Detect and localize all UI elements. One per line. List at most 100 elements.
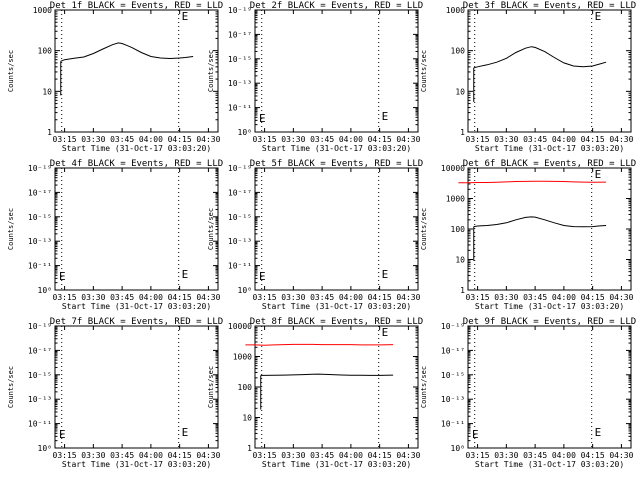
x-tick-label: 03:15	[53, 135, 77, 144]
x-tick-label: 03:30	[281, 293, 305, 302]
x-tick-label: 03:45	[310, 451, 334, 460]
x-tick-label: 03:45	[523, 293, 547, 302]
y-tick-label: 1000	[446, 6, 465, 15]
plot-frame	[54, 325, 219, 449]
x-tick-label: 03:45	[110, 293, 134, 302]
panel-title: Det 1f BLACK = Events, RED = LLD	[50, 1, 223, 11]
y-axis-label: Counts/sec	[207, 50, 215, 92]
marker-e-end: E	[595, 10, 602, 23]
x-axis-label: Start Time (31-Oct-17 03:03:20)	[262, 144, 411, 153]
panel-det-8: Det 8f BLACK = Events, RED = LLD 03:15 03:…	[207, 317, 423, 469]
x-tick-label: 04:00	[139, 135, 163, 144]
panel-det-4: Det 4f BLACK = Events, RED = LLD 03:15 03:…	[7, 159, 223, 311]
y-tick-label: 10⁻¹⁵	[441, 371, 465, 380]
marker-e-end: E	[382, 110, 389, 123]
x-tick-label: 04:15	[581, 293, 605, 302]
x-tick-label: 04:15	[168, 451, 192, 460]
x-tick-label: 04:15	[368, 451, 392, 460]
y-axis-label: Counts/sec	[7, 50, 15, 92]
y-tick-label: 10⁰	[238, 286, 252, 295]
x-tick-label: 04:30	[609, 135, 633, 144]
y-tick-label: 10⁻¹¹	[441, 420, 465, 429]
y-tick-label: 100	[38, 47, 53, 56]
y-axis-label: Counts/sec	[420, 366, 428, 408]
y-tick-label: 1	[47, 128, 52, 137]
x-tick-label: 04:00	[552, 293, 576, 302]
events-series-line	[60, 42, 194, 62]
y-tick-label: 10⁻¹³	[28, 395, 52, 404]
x-axis-label: Start Time (31-Oct-17 03:03:20)	[262, 302, 411, 311]
y-tick-label: 100	[238, 383, 253, 392]
plot-frame	[467, 325, 632, 449]
x-tick-label: 04:15	[168, 135, 192, 144]
x-tick-label: 03:15	[253, 135, 277, 144]
marker-e-start: E	[59, 428, 66, 441]
marker-e-end: E	[595, 168, 602, 181]
y-tick-label: 10⁰	[38, 444, 52, 453]
x-tick-label: 03:15	[466, 451, 490, 460]
marker-e-end: E	[182, 426, 189, 439]
panel-det-7: Det 7f BLACK = Events, RED = LLD 03:15 03:…	[7, 317, 223, 469]
y-tick-label: 10⁻¹³	[441, 395, 465, 404]
y-tick-label: 10⁻¹⁵	[228, 213, 252, 222]
x-tick-label: 04:00	[339, 451, 363, 460]
y-tick-label: 10⁻¹⁵	[228, 55, 252, 64]
panel-det-1: Det 1f BLACK = Events, RED = LLD 03:15 03:…	[7, 1, 223, 153]
x-tick-label: 03:30	[281, 451, 305, 460]
y-tick-label: 10	[455, 256, 465, 265]
y-tick-label: 10⁻¹⁵	[28, 213, 52, 222]
panel-title: Det 9f BLACK = Events, RED = LLD	[463, 317, 636, 327]
x-tick-label: 04:30	[396, 135, 420, 144]
x-tick-label: 03:15	[466, 293, 490, 302]
y-tick-label: 10⁻¹⁷	[28, 188, 52, 197]
x-axis-label: Start Time (31-Oct-17 03:03:20)	[475, 144, 624, 153]
y-tick-label: 1000	[33, 6, 52, 15]
x-tick-label: 03:30	[81, 451, 105, 460]
marker-e-start: E	[472, 428, 479, 441]
y-tick-label: 10⁻¹³	[228, 237, 252, 246]
y-tick-label: 10⁻¹¹	[228, 262, 252, 271]
y-tick-label: 10⁰	[238, 128, 252, 137]
x-tick-label: 03:45	[310, 135, 334, 144]
x-axis-label: Start Time (31-Oct-17 03:03:20)	[475, 302, 624, 311]
x-tick-label: 04:00	[339, 293, 363, 302]
x-tick-label: 03:15	[253, 293, 277, 302]
x-tick-label: 03:30	[81, 135, 105, 144]
y-tick-label: 10⁻¹¹	[28, 420, 52, 429]
panel-title: Det 5f BLACK = Events, RED = LLD	[250, 159, 423, 169]
y-tick-label: 1	[460, 128, 465, 137]
x-tick-label: 04:00	[552, 135, 576, 144]
panel-det-2: Det 2f BLACK = Events, RED = LLD 03:15 03:…	[207, 1, 423, 153]
panel-det-9: Det 9f BLACK = Events, RED = LLD 03:15 03:…	[420, 317, 636, 469]
x-tick-label: 04:15	[368, 293, 392, 302]
y-tick-label: 100	[451, 47, 466, 56]
marker-e-end: E	[182, 268, 189, 281]
y-tick-label: 10⁻¹⁷	[441, 346, 465, 355]
x-axis-label: Start Time (31-Oct-17 03:03:20)	[62, 460, 211, 469]
y-tick-label: 10⁻¹⁵	[28, 371, 52, 380]
y-axis-label: Counts/sec	[7, 366, 15, 408]
y-axis-label: Counts/sec	[7, 208, 15, 250]
x-tick-label: 04:15	[581, 135, 605, 144]
panel-det-3: Det 3f BLACK = Events, RED = LLD 03:15 03:…	[420, 1, 636, 153]
events-series-line	[260, 373, 394, 376]
y-tick-label: 10000	[441, 164, 465, 173]
y-tick-label: 10⁰	[38, 286, 52, 295]
x-tick-label: 03:45	[523, 451, 547, 460]
y-tick-label: 10⁻¹⁷	[228, 188, 252, 197]
x-tick-label: 03:45	[310, 293, 334, 302]
panel-title: Det 8f BLACK = Events, RED = LLD	[250, 317, 423, 327]
y-tick-label: 10⁻¹⁹	[228, 164, 252, 173]
x-tick-label: 03:15	[53, 451, 77, 460]
x-tick-label: 03:15	[53, 293, 77, 302]
x-tick-label: 03:45	[523, 135, 547, 144]
y-tick-label: 10⁻¹⁹	[441, 322, 465, 331]
x-tick-label: 03:15	[253, 451, 277, 460]
y-tick-label: 10⁻¹⁹	[228, 6, 252, 15]
x-tick-label: 03:30	[81, 293, 105, 302]
x-tick-label: 04:00	[139, 451, 163, 460]
x-tick-label: 04:00	[552, 451, 576, 460]
plot-frame	[54, 167, 219, 291]
x-tick-label: 04:30	[196, 451, 220, 460]
